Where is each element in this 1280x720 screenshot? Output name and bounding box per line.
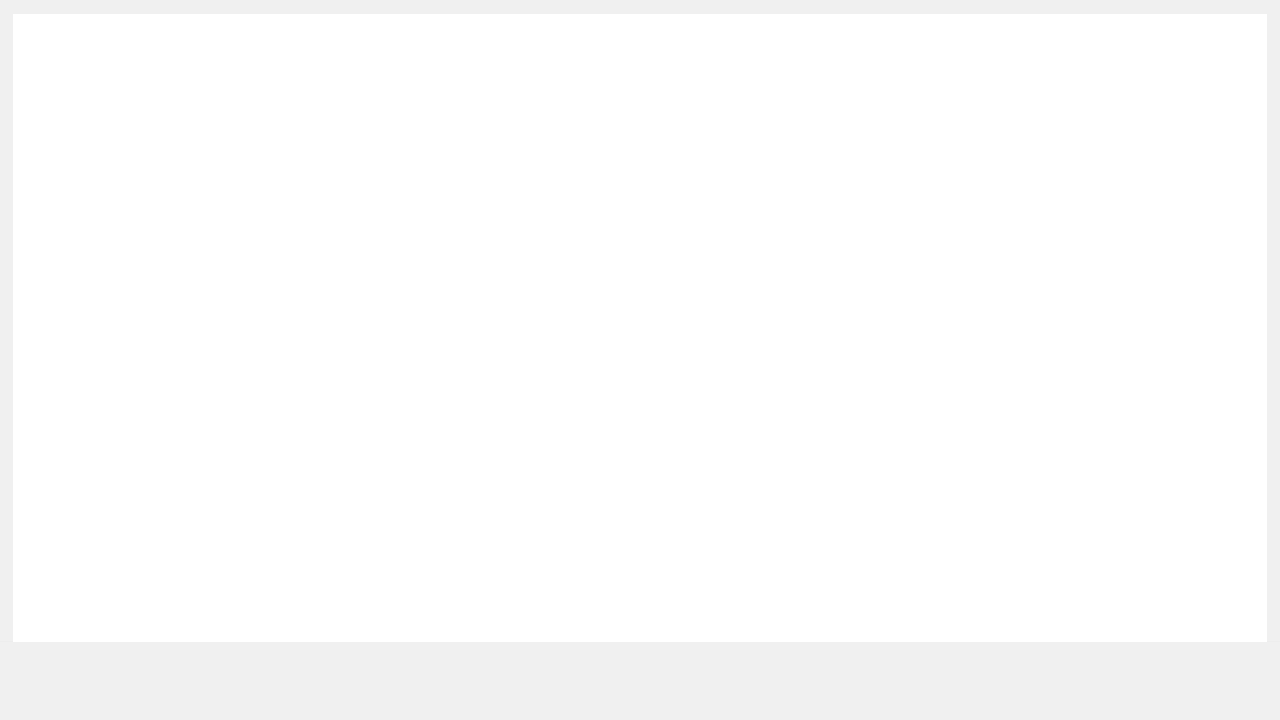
Text: $= -\dfrac{1}{\frac{1}{2}} = -2$: $= -\dfrac{1}{\frac{1}{2}} = -2$	[538, 305, 669, 360]
Text: $-2y = -x - 2$: $-2y = -x - 2$	[51, 392, 206, 416]
Text: $-2 = x^2 + 2x - 1$: $-2 = x^2 + 2x - 1$	[890, 253, 1070, 279]
Text: . . . .: . . . .	[51, 158, 92, 176]
Text: $0 = x^2 + 2x + 1$: $0 = x^2 + 2x + 1$	[890, 294, 1052, 320]
Text: Persamaan garis normal kurva: Persamaan garis normal kurva	[51, 30, 376, 49]
Text: E.  $x + 2y + 5 = 0$: E. $x + 2y + 5 = 0$	[51, 334, 205, 356]
Text: co  learn: co learn	[38, 665, 154, 689]
Text: $y = \frac{1}{3}x^3 + x^2 - x + \frac{1}{3}$: $y = \frac{1}{3}x^3 + x^2 - x + \frac{1}…	[115, 72, 338, 109]
Text: $m_s = y'$: $m_s = y'$	[890, 173, 968, 198]
Text: $x = -1 \Rightarrow y = \frac{1}{3}$: $x = -1 \Rightarrow y = \frac{1}{3}$	[704, 438, 867, 473]
Text: $0 = (x+1)(x+1)$: $0 = (x+1)(x+1)$	[890, 336, 1075, 359]
Text: $y = \frac{1}{2}x + 1$: $y = \frac{1}{2}x + 1$	[51, 438, 160, 473]
Text: A.  $2x + y = 0$: A. $2x + y = 0$	[51, 181, 172, 204]
Text: D.  $x - 2y - 5 = 0$: D. $x - 2y - 5 = 0$	[51, 296, 206, 318]
Text: $x = -1$: $x = -1$	[890, 389, 972, 411]
Text: C.  $x - 2y + 5 = 0$: C. $x - 2y + 5 = 0$	[51, 258, 205, 280]
Text: $m_s = x^2 + 2X - 1$: $m_s = x^2 + 2X - 1$	[890, 212, 1070, 241]
Text: yang  sejajar  garis  $x - 2y + 2 = 0$  adalah: yang sejajar garis $x - 2y + 2 = 0$ adal…	[51, 119, 463, 141]
Text: @colearn.id: @colearn.id	[1203, 670, 1280, 684]
Text: $m_s = -\dfrac{1}{m_n}$: $m_s = -\dfrac{1}{m_n}$	[538, 256, 649, 297]
Text: $m_n = \frac{1}{2}$: $m_n = \frac{1}{2}$	[538, 212, 609, 248]
Text: $m_n = m$: $m_n = m$	[538, 173, 620, 195]
Text: B.  $2x - y = 0$: B. $2x - y = 0$	[51, 220, 172, 242]
Text: ███: ███	[1152, 665, 1194, 684]
Text: www.colearn.id: www.colearn.id	[1018, 670, 1124, 684]
